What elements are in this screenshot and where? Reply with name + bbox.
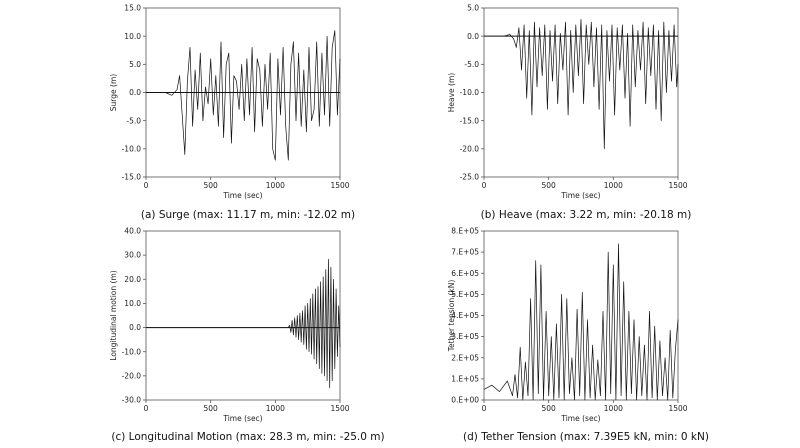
y-tick-label: 1.E+05 [451, 374, 479, 383]
plot-frame [483, 230, 679, 401]
x-axis-label: Time (sec) [222, 191, 262, 200]
y-tick-label: -20.0 [122, 371, 142, 380]
y-tick-label: -5.0 [126, 116, 141, 125]
x-axis-label: Time (sec) [222, 414, 262, 423]
x-tick-label: 1500 [668, 404, 687, 413]
x-tick-label: 500 [542, 404, 557, 413]
x-tick-label: 1500 [330, 181, 349, 190]
y-tick-label: 30.0 [124, 251, 141, 260]
x-tick-label: 1500 [330, 404, 349, 413]
y-axis-label: Surge (m) [109, 74, 118, 111]
y-tick-label: 8.E+05 [451, 227, 479, 236]
y-tick-label: 4.E+05 [451, 311, 479, 320]
y-tick-label: -30.0 [122, 396, 142, 405]
y-tick-label: 7.E+05 [451, 248, 479, 257]
y-tick-label: -10.0 [460, 88, 480, 97]
y-tick-label: 20.0 [124, 275, 141, 284]
y-tick-label: 5.0 [467, 4, 479, 13]
y-tick-label: 5.E+05 [451, 290, 479, 299]
chart-tension: 8.E+05 7.E+05 6.E+05 5.E+05 4.E+05 3.E+05 2.E+… [447, 227, 709, 443]
x-tick-label: 0 [482, 404, 487, 413]
plot-frame [145, 230, 341, 401]
y-tick-label: 5.0 [129, 60, 141, 69]
y-tick-label: -15.0 [460, 116, 480, 125]
y-axis-label: Longitudinal motion (m) [109, 270, 118, 360]
series-line-tension [483, 243, 679, 401]
series-line-longitudinal [146, 258, 341, 389]
y-tick-label: -15.0 [122, 173, 142, 182]
y-tick-label: 15.0 [124, 4, 141, 13]
y-tick-label: 6.E+05 [451, 269, 479, 278]
x-tick-label: 0 [144, 404, 149, 413]
x-tick-label: 0 [144, 181, 149, 190]
y-axis-label: Heave (m) [447, 73, 456, 113]
y-tick-label: 0.0 [129, 323, 141, 332]
y-tick-label: 40.0 [124, 227, 141, 236]
y-axis-label: Tether tension (kN) [447, 280, 456, 353]
y-tick-label: -25.0 [460, 173, 480, 182]
chart-caption: (b) Heave (max: 3.22 m, min: -20.18 m) [481, 209, 692, 221]
x-tick-label: 1500 [668, 181, 687, 190]
x-tick-label: 500 [204, 404, 219, 413]
y-tick-label: 0.0 [467, 32, 479, 41]
x-tick-label: 500 [542, 181, 557, 190]
chart-heave: 5.0 0.0 -5.0 -10.0 -15.0 -20.0 -25.00 500 1000 15… [447, 4, 691, 221]
chart-caption: (d) Tether Tension (max: 7.39E5 kN, min:… [463, 431, 709, 443]
x-tick-label: 500 [204, 181, 219, 190]
y-tick-label: 10.0 [124, 299, 141, 308]
y-tick-label: 0.0 [129, 88, 141, 97]
y-tick-label: -5.0 [464, 60, 479, 69]
y-tick-label: 10.0 [124, 32, 141, 41]
chart-caption: (c) Longitudinal Motion (max: 28.3 m, mi… [111, 431, 384, 443]
x-tick-label: 1000 [604, 404, 623, 413]
y-tick-label: -10.0 [122, 144, 142, 153]
series-line-heave [484, 18, 679, 150]
y-tick-label: 0.E+00 [451, 396, 479, 405]
chart-longitudinal: 40.0 30.0 20.0 10.0 0.0 -10.0 -20.0 -30.00 500 10… [109, 227, 385, 443]
y-tick-label: -10.0 [122, 347, 142, 356]
x-tick-label: 1000 [266, 404, 285, 413]
x-tick-label: 1000 [604, 181, 623, 190]
y-tick-label: 3.E+05 [451, 332, 479, 341]
y-tick-label: -20.0 [460, 144, 480, 153]
x-tick-label: 0 [482, 181, 487, 190]
chart-caption: (a) Surge (max: 11.17 m, min: -12.02 m) [141, 209, 355, 221]
y-tick-label: 2.E+05 [451, 353, 479, 362]
x-axis-label: Time (sec) [560, 414, 600, 423]
x-tick-label: 1000 [266, 181, 285, 190]
series-line-surge [146, 30, 341, 161]
x-axis-label: Time (sec) [560, 191, 600, 200]
chart-surge: 15.0 10.0 5.0 0.0 -5.0 -10.0 -15.00 500 1000 1500… [109, 4, 355, 221]
